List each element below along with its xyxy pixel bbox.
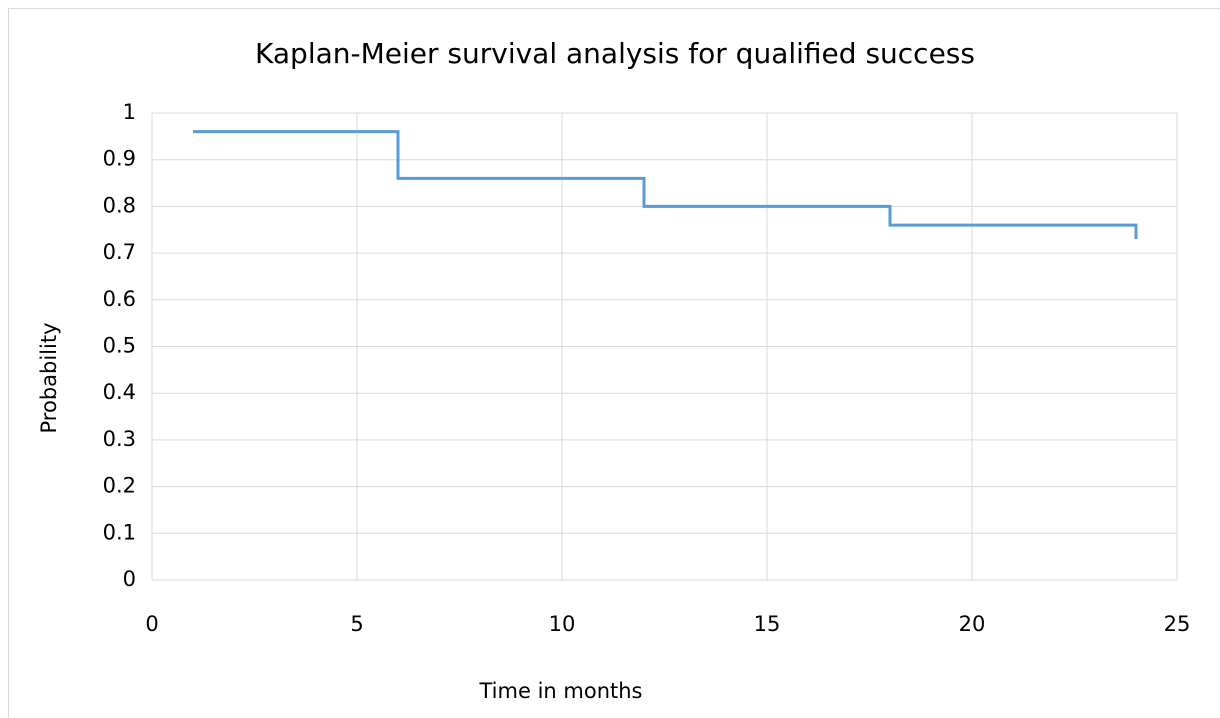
x-tick-label: 10 xyxy=(549,612,576,636)
x-tick-label: 5 xyxy=(350,612,363,636)
y-tick-label: 0.1 xyxy=(103,520,136,544)
y-tick-label: 0.3 xyxy=(103,427,136,451)
y-tick-label: 0.2 xyxy=(103,474,136,498)
x-tick-label: 25 xyxy=(1164,612,1191,636)
y-tick-label: 0.4 xyxy=(103,380,136,404)
y-tick-label: 0.6 xyxy=(103,287,136,311)
x-tick-label: 15 xyxy=(754,612,781,636)
x-tick-label: 0 xyxy=(145,612,158,636)
y-tick-label: 1 xyxy=(123,100,136,124)
y-tick-label: 0.8 xyxy=(103,193,136,217)
x-tick-label: 20 xyxy=(959,612,986,636)
chart-title: Kaplan-Meier survival analysis for quali… xyxy=(255,37,975,70)
x-axis-label: Time in months xyxy=(479,679,643,703)
y-tick-label: 0.5 xyxy=(103,334,136,358)
survival-line xyxy=(193,130,1138,240)
y-axis-label: Probability xyxy=(37,322,61,433)
y-tick-label: 0.9 xyxy=(103,147,136,171)
y-tick-label: 0.7 xyxy=(103,240,136,264)
y-tick-label: 0 xyxy=(123,567,136,591)
chart-frame xyxy=(8,8,1220,718)
